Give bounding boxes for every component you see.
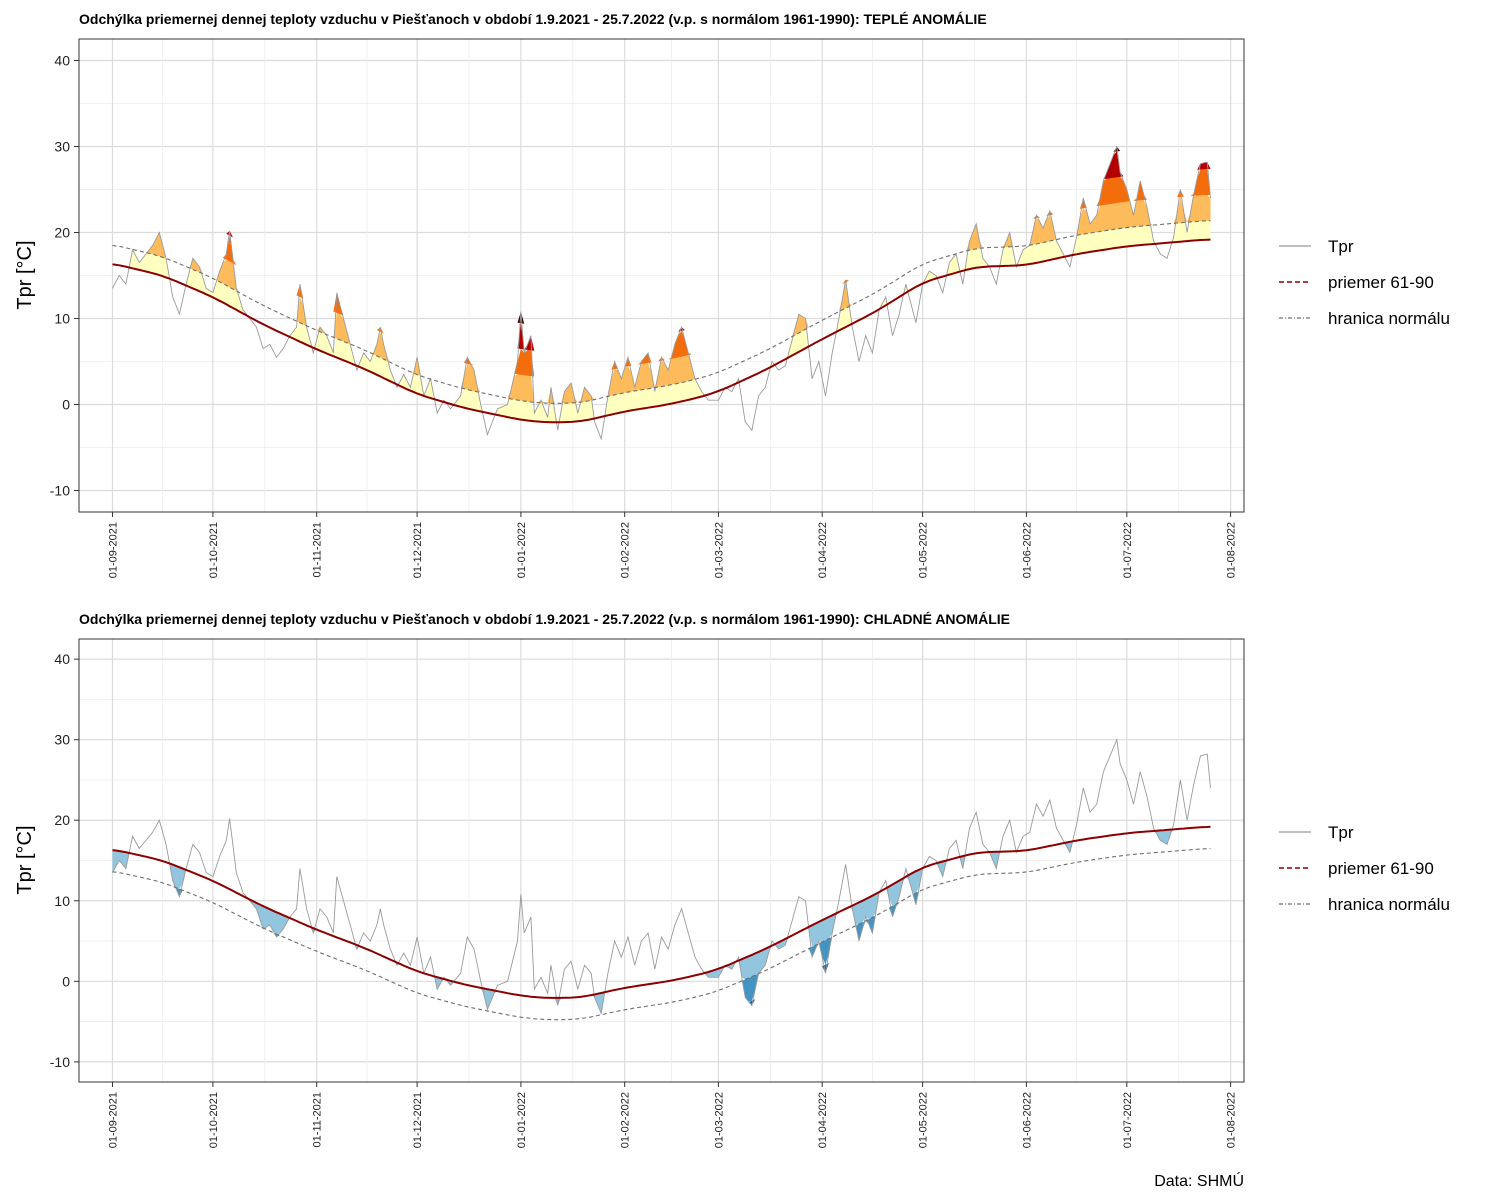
plot-border-warm: [78, 38, 1245, 513]
x-tick-label: 01-06-2022: [1021, 522, 1033, 578]
series-line-normal: [112, 825, 1211, 999]
x-tick-label: 01-09-2021: [107, 1092, 119, 1148]
source-caption: Data: SHMÚ: [1154, 1171, 1244, 1190]
x-tick-label: 01-02-2022: [620, 522, 632, 578]
y-tick-label: 0: [62, 973, 70, 989]
y-tick-label: 10: [54, 893, 70, 909]
legend-label: Tpr: [1328, 823, 1354, 842]
chart-title-warm: Odchýlka priemernej dennej teploty vzduc…: [79, 11, 987, 27]
x-tick-label: 01-02-2022: [620, 1092, 632, 1148]
series-lines-cold: [112, 738, 1211, 1021]
legend-item-normal: priemer 61-90: [1279, 273, 1434, 292]
warm-anomaly-band-0: [125, 220, 1211, 423]
x-tick-label: 01-12-2021: [412, 522, 424, 578]
y-tick-label: -10: [50, 483, 70, 499]
legend-item-tpr: Tpr: [1279, 237, 1354, 256]
x-tick-label: 01-04-2022: [817, 522, 829, 578]
x-tick-label: 01-01-2022: [516, 522, 528, 578]
y-tick-label: 40: [54, 651, 70, 667]
x-tick-label: 01-05-2022: [918, 1092, 930, 1148]
x-tick-label: 01-07-2022: [1122, 1092, 1134, 1148]
panel-warm: Odchýlka priemernej dennej teploty vzduc…: [14, 11, 1450, 578]
legend-item-boundary: hranica normálu: [1279, 309, 1450, 328]
x-tick-label: 01-01-2022: [516, 1092, 528, 1148]
legend-warm: Tpr priemer 61-90 hranica normálu: [1279, 237, 1450, 328]
x-tick-label: 01-05-2022: [918, 522, 930, 578]
legend-item-normal: priemer 61-90: [1279, 859, 1434, 878]
y-tick-label: 40: [54, 53, 70, 69]
x-tick-label: 01-04-2022: [817, 1092, 829, 1148]
x-tick-label: 01-03-2022: [713, 1092, 725, 1148]
legend-label: hranica normálu: [1328, 309, 1450, 328]
legend-label: priemer 61-90: [1328, 859, 1434, 878]
x-tick-label: 01-08-2022: [1226, 522, 1238, 578]
y-axis-label-cold: Tpr [°C]: [14, 825, 36, 894]
warm-anomaly-fill: [125, 146, 1211, 423]
series-line-boundary: [112, 848, 1211, 1021]
warm-anomaly-band-3: [226, 151, 1211, 351]
x-tick-label: 01-06-2022: [1021, 1092, 1033, 1148]
x-tick-label: 01-10-2021: [208, 1092, 220, 1148]
y-tick-label: -10: [50, 1054, 70, 1070]
y-tick-label: 30: [54, 139, 70, 155]
legend-cold: Tpr priemer 61-90 hranica normálu: [1279, 823, 1450, 914]
warm-anomaly-band-1: [145, 194, 1211, 404]
x-tick-label: 01-08-2022: [1226, 1092, 1238, 1148]
y-tick-label: 0: [62, 397, 70, 413]
y-tick-label: 10: [54, 311, 70, 327]
series-line-normal: [112, 238, 1211, 424]
series-lines-warm: [112, 146, 1211, 441]
legend-item-boundary: hranica normálu: [1279, 895, 1450, 914]
x-tick-label: 01-10-2021: [208, 522, 220, 578]
x-tick-label: 01-03-2022: [713, 522, 725, 578]
chart-title-cold: Odchýlka priemernej dennej teploty vzduc…: [79, 611, 1010, 627]
x-tick-label: 01-12-2021: [412, 1092, 424, 1148]
y-axis-warm: -10 0 10 20 30 40: [50, 53, 79, 499]
panel-cold: Odchýlka priemernej dennej teploty vzduc…: [14, 611, 1450, 1148]
series-line-tpr: [112, 738, 1211, 1016]
x-tick-label: 01-07-2022: [1122, 522, 1134, 578]
y-axis-label-warm: Tpr [°C]: [14, 240, 36, 309]
series-line-tpr: [112, 146, 1211, 441]
legend-label: Tpr: [1328, 237, 1354, 256]
x-tick-label: 01-11-2021: [312, 1092, 324, 1147]
x-tick-label: 01-09-2021: [107, 522, 119, 578]
legend-label: priemer 61-90: [1328, 273, 1434, 292]
x-axis-cold: 01-09-2021 01-10-2021 01-11-2021 01-12-2021…: [107, 1082, 1238, 1148]
warm-anomaly-band-2: [222, 169, 1211, 377]
y-axis-cold: -10 0 10 20 30 40: [50, 651, 79, 1070]
y-tick-label: 20: [54, 225, 70, 241]
x-axis-warm: 01-09-2021 01-10-2021 01-11-2021 01-12-2021…: [107, 512, 1238, 578]
plot-border-cold: [78, 638, 1245, 1083]
legend-item-tpr: Tpr: [1279, 823, 1354, 842]
series-line-boundary: [112, 220, 1211, 404]
y-tick-label: 30: [54, 732, 70, 748]
y-tick-label: 20: [54, 812, 70, 828]
legend-label: hranica normálu: [1328, 895, 1450, 914]
grid-warm: [79, 39, 1244, 512]
x-tick-label: 01-11-2021: [312, 522, 324, 577]
